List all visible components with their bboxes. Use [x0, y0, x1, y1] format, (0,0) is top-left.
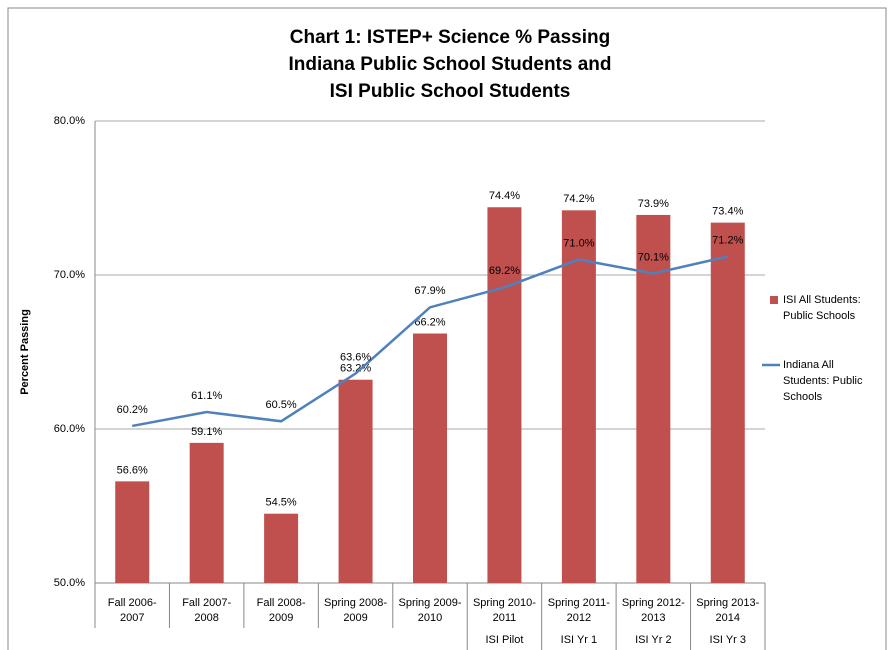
x-tick-label: Fall 2006-: [108, 597, 157, 609]
bar: [264, 513, 299, 583]
data-label: 74.4%: [489, 190, 520, 202]
y-axis-label: Percent Passing: [19, 309, 31, 395]
data-label: 66.2%: [414, 316, 445, 328]
category-group-label: ISI Pilot: [485, 634, 523, 646]
category-group-label: ISI Yr 2: [635, 634, 671, 646]
chart-title: Indiana Public School Students and: [288, 54, 611, 75]
data-label: 73.9%: [638, 198, 669, 210]
x-tick-label: Spring 2011-: [548, 597, 611, 609]
bar: [561, 210, 596, 583]
x-tick-label: Spring 2009-: [399, 597, 462, 609]
data-label: 73.4%: [712, 206, 743, 218]
data-label: 54.5%: [266, 497, 297, 509]
bar: [413, 333, 447, 583]
data-label: 74.2%: [563, 193, 594, 205]
x-tick-label: 2008: [194, 612, 218, 624]
y-tick-label: 80.0%: [54, 115, 85, 127]
chart-frame: [7, 7, 887, 650]
data-label: 60.5%: [266, 399, 297, 411]
data-label: 61.1%: [191, 390, 222, 402]
bar: [115, 481, 150, 583]
bar: [710, 222, 745, 583]
data-label: 59.1%: [191, 426, 222, 438]
legend-entry: Indiana All Students: Public Schools: [783, 359, 863, 403]
x-tick-label: 2007: [120, 612, 144, 624]
data-label: 60.2%: [117, 404, 148, 416]
legend-swatch: [770, 296, 778, 304]
x-tick-label: 2014: [716, 612, 740, 624]
chart-title: ISI Public School Students: [330, 81, 571, 102]
category-group-label: ISI Yr 1: [561, 634, 597, 646]
x-tick-label: 2010: [418, 612, 442, 624]
chart-title: Chart 1: ISTEP+ Science % Passing: [290, 27, 611, 48]
x-tick-label: Spring 2012-: [622, 597, 685, 609]
x-tick-label: 2012: [567, 612, 591, 624]
legend-entry: ISI All Students: Public Schools: [783, 294, 861, 322]
x-tick-label: Fall 2008-: [257, 597, 306, 609]
category-group-label: ISI Yr 3: [710, 634, 746, 646]
data-label: 69.2%: [489, 265, 520, 277]
data-label: 63.6%: [340, 351, 371, 363]
data-label: 71.0%: [563, 238, 594, 250]
x-tick-label: Spring 2010-: [473, 597, 536, 609]
x-tick-label: 2009: [269, 612, 293, 624]
x-tick-label: Spring 2008-: [324, 597, 387, 609]
y-tick-label: 60.0%: [54, 423, 85, 435]
data-label: 56.6%: [117, 464, 148, 476]
x-tick-label: Spring 2013-: [696, 597, 759, 609]
y-tick-label: 50.0%: [54, 577, 85, 589]
bar: [636, 214, 671, 583]
data-label: 71.2%: [712, 234, 743, 246]
data-label: 70.1%: [638, 251, 669, 263]
bar: [338, 379, 373, 583]
line: [131, 255, 729, 428]
x-tick-label: Fall 2007-: [182, 597, 231, 609]
x-tick-label: 2013: [641, 612, 665, 624]
x-tick-label: 2009: [343, 612, 367, 624]
data-label: 67.9%: [414, 285, 445, 297]
bar: [189, 442, 224, 583]
x-tick-label: 2011: [493, 612, 517, 624]
bar: [487, 207, 522, 584]
y-tick-label: 70.0%: [54, 269, 85, 281]
